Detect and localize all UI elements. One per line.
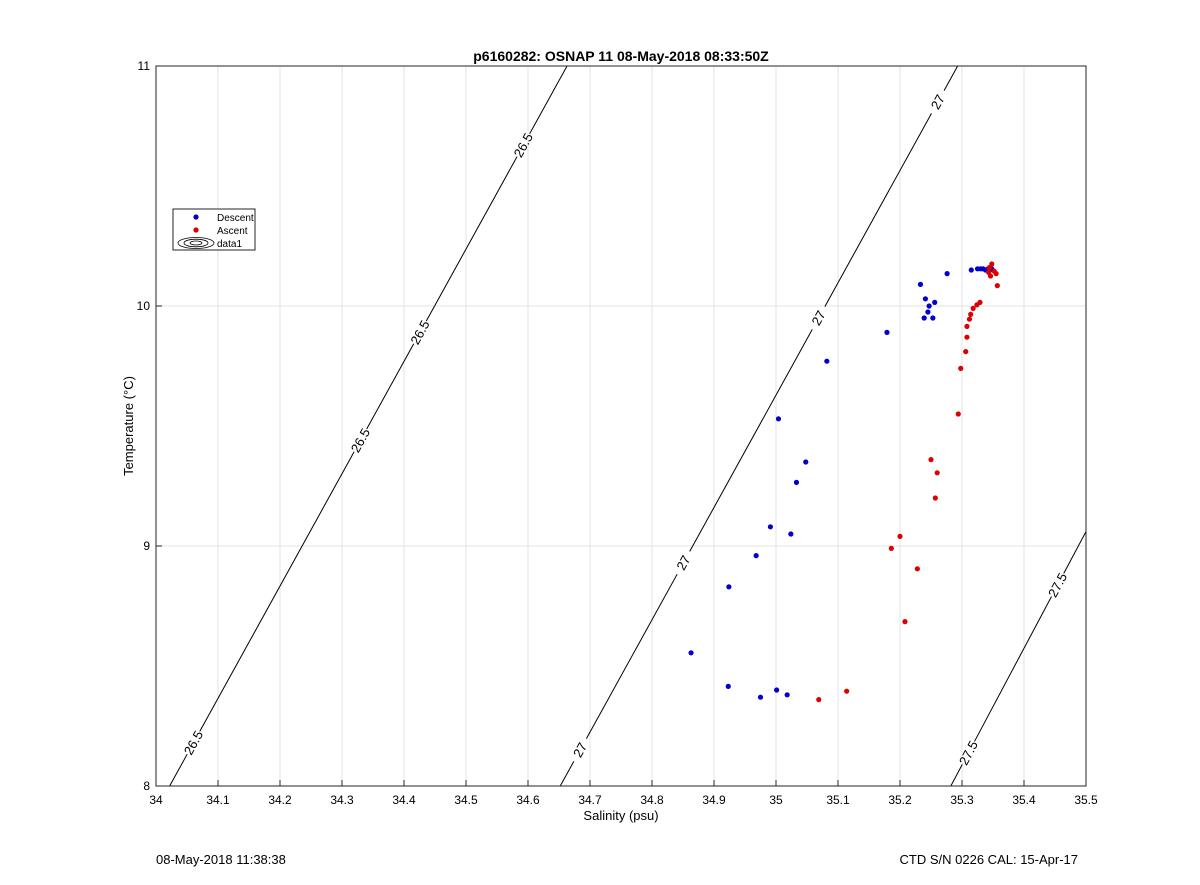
ascent-point — [958, 365, 964, 371]
legend-contour-icon — [177, 237, 215, 249]
ascent-point — [977, 299, 983, 305]
ascent-point — [914, 566, 920, 572]
x-tick-label: 34.7 — [578, 793, 602, 807]
isopycnal-line — [529, 66, 568, 135]
y-tick-label: 11 — [138, 59, 151, 73]
legend-marker-ascent — [193, 227, 199, 233]
isopycnal-line — [943, 66, 959, 91]
x-tick-label: 35 — [769, 793, 783, 807]
ascent-point — [928, 457, 934, 463]
ascent-point — [986, 269, 992, 275]
descent-point — [775, 416, 782, 422]
isopycnal-label: 27 — [673, 553, 693, 573]
x-tick-label: 35.4 — [1012, 793, 1036, 807]
descent-point — [788, 531, 794, 537]
isopycnal-line — [559, 761, 575, 786]
descent-point — [803, 459, 809, 465]
descent-point — [767, 524, 774, 530]
isopycnal-label: 27 — [570, 740, 590, 760]
x-tick-label: 34.1 — [206, 793, 230, 807]
x-tick-label: 35.5 — [1074, 793, 1098, 807]
isopycnal-line — [824, 113, 932, 307]
descent-point — [922, 296, 929, 302]
legend-contour-icon — [183, 238, 209, 248]
isopycnal-line — [974, 596, 1052, 742]
isopycnal-line — [1063, 531, 1086, 574]
x-tick-label: 34.9 — [702, 793, 726, 807]
ascent-point — [964, 323, 970, 329]
isopycnal-label: 27 — [809, 308, 829, 328]
descent-point — [944, 271, 950, 277]
descent-point — [925, 309, 931, 315]
legend-label-data1: data1 — [217, 239, 242, 250]
ascent-point — [897, 533, 903, 540]
ascent-point — [994, 283, 1000, 289]
legend-contour-icon — [189, 240, 203, 246]
ascent-point — [991, 268, 997, 274]
descent-point — [968, 267, 974, 273]
ascent-point — [963, 349, 969, 355]
descent-point — [917, 281, 924, 287]
descent-point — [726, 584, 732, 590]
ascent-point — [816, 697, 822, 703]
x-tick-label: 34.2 — [268, 793, 292, 807]
descent-point — [725, 683, 731, 690]
ascent-point — [955, 411, 961, 417]
plot-area — [156, 66, 1086, 786]
x-tick-label: 34.6 — [516, 793, 540, 807]
ascent-point — [888, 545, 894, 552]
ascent-point — [989, 261, 995, 267]
descent-point — [784, 692, 790, 698]
y-axis-label: Temperature (°C) — [121, 376, 136, 476]
descent-point — [774, 687, 780, 693]
instrument-info: CTD S/N 0226 CAL: 15-Apr-17 — [899, 852, 1078, 867]
isopycnal-line — [199, 451, 355, 732]
descent-point — [926, 303, 932, 309]
isopycnal-line — [366, 343, 415, 430]
descent-point — [757, 694, 764, 700]
ascent-point — [932, 495, 938, 501]
descent-point — [932, 299, 938, 305]
descent-point — [921, 315, 927, 321]
x-tick-label: 34.8 — [640, 793, 664, 807]
isopycnal-line — [585, 573, 678, 739]
legend-label-descent: Descent — [217, 213, 254, 224]
ascent-point — [844, 688, 850, 694]
descent-point — [930, 315, 936, 321]
descent-point — [824, 358, 830, 364]
descent-point — [793, 479, 800, 485]
x-tick-label: 34.4 — [392, 793, 416, 807]
x-tick-label: 34.3 — [330, 793, 354, 807]
x-tick-label: 34.5 — [454, 793, 478, 807]
x-axis-label: Salinity (psu) — [583, 808, 658, 823]
ascent-point — [902, 619, 908, 625]
x-tick-label: 35.3 — [950, 793, 974, 807]
isopycnal-line — [425, 156, 518, 322]
ascent-point — [970, 305, 976, 311]
y-tick-label: 10 — [137, 299, 151, 313]
x-tick-label: 35.1 — [826, 793, 850, 807]
descent-point — [753, 553, 759, 559]
legend-marker-descent — [193, 214, 199, 220]
ascent-point — [964, 334, 970, 340]
ascent-point — [934, 470, 940, 476]
ascent-point — [966, 316, 973, 322]
plot-timestamp: 08-May-2018 11:38:38 — [156, 852, 286, 867]
y-tick-label: 8 — [143, 779, 150, 793]
chart-title: p6160282: OSNAP 11 08-May-2018 08:33:50Z — [473, 48, 769, 64]
isopycnal-label: 27 — [928, 92, 948, 112]
isopycnal-line — [689, 329, 813, 552]
ascent-point — [968, 311, 974, 317]
descent-point — [884, 329, 890, 335]
x-tick-label: 35.2 — [888, 793, 912, 807]
legend-label-ascent: Ascent — [217, 226, 248, 237]
axes-box — [155, 65, 1087, 787]
isopycnal-line — [950, 764, 963, 786]
isopycnal-line — [169, 753, 188, 786]
x-tick-label: 34 — [149, 793, 163, 807]
descent-point — [688, 650, 694, 656]
y-tick-label: 9 — [143, 539, 150, 553]
